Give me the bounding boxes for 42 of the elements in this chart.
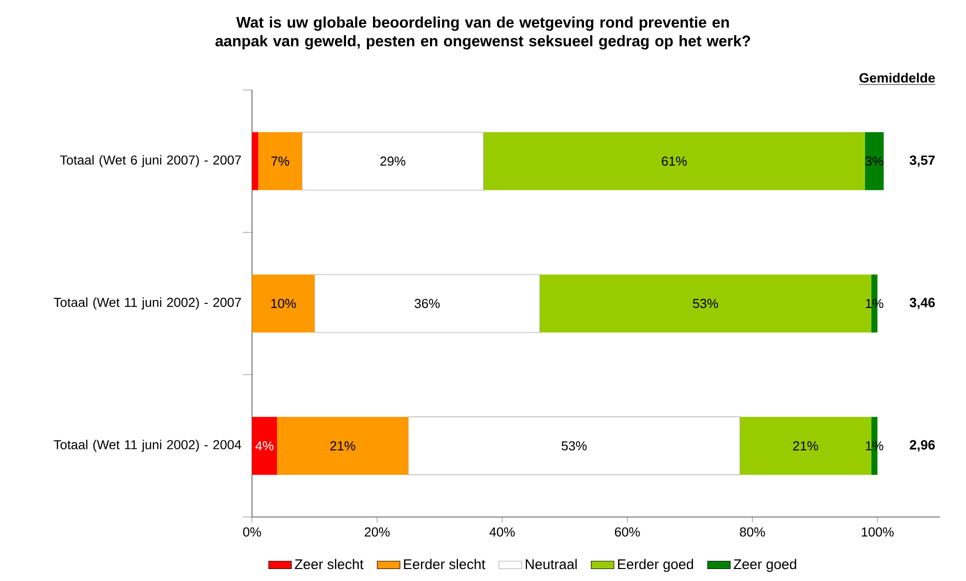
x-tick-label: 60%	[614, 527, 640, 537]
bar	[277, 416, 408, 475]
data-label: 29%	[380, 156, 406, 166]
annotation: 3,57	[910, 155, 935, 167]
bar	[408, 416, 740, 476]
legend-label: Eerder slecht	[404, 558, 486, 570]
bar	[258, 132, 302, 190]
data-label: 21%	[793, 441, 818, 450]
data-label: 1%	[866, 298, 884, 308]
legend-label: Zeer goed	[734, 558, 796, 572]
bar	[483, 132, 865, 190]
x-tick-label: 80%	[740, 527, 765, 537]
y-tick-label: Totaal (Wet 11 juni 2002) - 2004	[54, 440, 242, 452]
bar	[314, 274, 540, 333]
annotation: 2,96	[910, 440, 935, 452]
x-tick-label: 20%	[364, 527, 390, 537]
y-tick-label: Totaal (Wet 6 juni 2007) - 2007	[60, 155, 241, 168]
data-label: 10%	[271, 298, 296, 308]
bar	[302, 132, 484, 190]
bar	[864, 132, 884, 190]
data-label: 1%	[866, 441, 884, 450]
data-label: 4%	[255, 441, 274, 450]
x-tick-label: 0%	[243, 527, 261, 537]
legend-label: Eerder goed	[618, 558, 694, 572]
x-tick-label: 40%	[489, 527, 515, 537]
bar	[252, 274, 315, 332]
legend-label: Zeer slecht	[294, 558, 364, 570]
data-label: 36%	[414, 298, 440, 308]
data-label: 3%	[865, 156, 884, 166]
data-label: 7%	[271, 156, 290, 166]
data-label: 53%	[692, 298, 718, 308]
x-tick-label: 100%	[862, 527, 894, 537]
text: Gemiddelde	[860, 72, 935, 83]
annotation: 3,46	[910, 298, 935, 310]
bar	[252, 132, 258, 190]
data-label: 21%	[330, 441, 356, 450]
chart-title: Wat is uw globale beoordeling van de wetgeving rond preventie en aanpak van geweld, pesten en ongewenst seksueel gedrag op het werk?	[215, 16, 750, 50]
data-label: 53%	[562, 441, 587, 450]
y-tick-label: Totaal (Wet 11 juni 2002) - 2007	[54, 297, 241, 310]
legend-label: Neutraal	[526, 558, 577, 570]
data-label: 61%	[662, 156, 687, 166]
bar	[252, 416, 278, 475]
